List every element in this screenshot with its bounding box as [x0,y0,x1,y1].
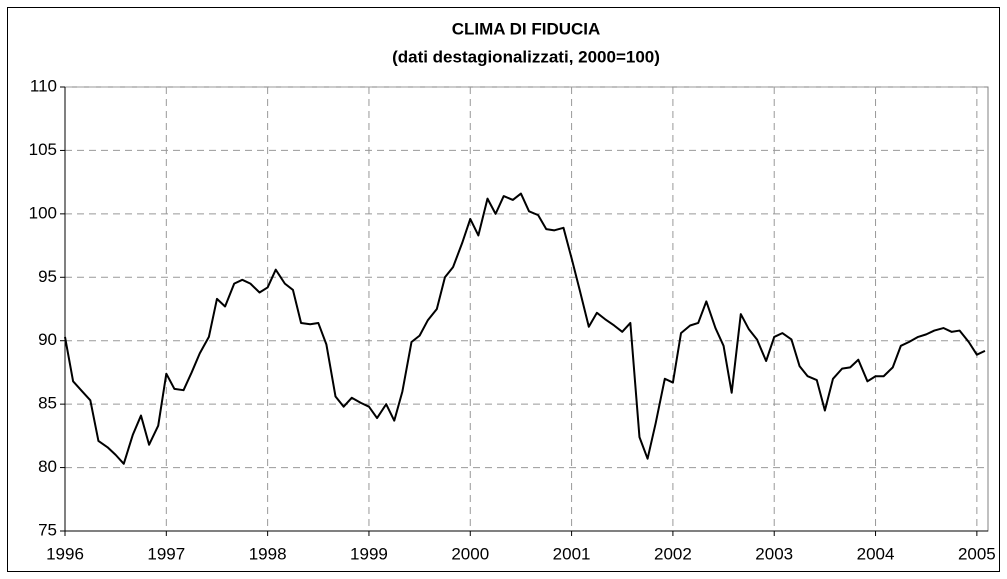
x-tick-label: 2000 [451,544,489,563]
x-tick-label: 2005 [958,544,996,563]
y-tick-label: 110 [30,76,57,95]
y-tick-label: 75 [38,520,57,539]
y-tick-label: 90 [38,330,57,349]
x-tick-label: 1997 [147,544,185,563]
y-tick-label: 105 [29,140,57,159]
y-tick-label: 85 [38,394,57,413]
chart-subtitle: (dati destagionalizzati, 2000=100) [392,47,660,66]
data-line [64,192,986,465]
x-tick-label: 1996 [46,544,84,563]
chart-title: CLIMA DI FIDUCIA [452,19,601,38]
x-tick-label: 1998 [249,544,287,563]
x-tick-label: 2002 [654,544,692,563]
x-tick-label: 2003 [755,544,793,563]
x-tick-label: 1999 [350,544,388,563]
x-tick-label: 2004 [857,544,895,563]
x-tick-label: 2001 [553,544,591,563]
y-tick-label: 80 [38,457,57,476]
y-tick-label: 100 [29,203,57,222]
y-tick-label: 95 [38,267,57,286]
plot-area [64,86,989,532]
